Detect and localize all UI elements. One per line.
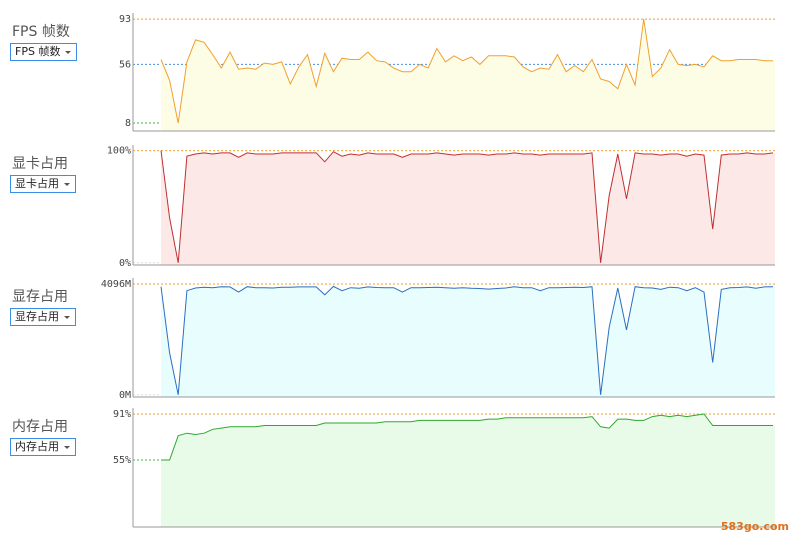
series-line xyxy=(160,150,774,263)
y-tick-label: 93 xyxy=(119,14,131,25)
y-tick-label: 91% xyxy=(113,409,131,420)
watermark: 583go.com xyxy=(720,520,789,533)
series-line xyxy=(160,19,773,124)
area-fill xyxy=(161,19,775,132)
y-tick-label: 56 xyxy=(119,59,131,70)
y-tick-label: 0M xyxy=(119,390,131,401)
area-fill xyxy=(161,150,775,265)
area-fill xyxy=(161,414,775,527)
panel-title: FPS 帧数 xyxy=(12,24,70,40)
panel-title: 内存占用 xyxy=(12,419,68,435)
y-tick-label: 4096M xyxy=(101,279,131,290)
series-line xyxy=(161,413,773,461)
y-tick-label: 0% xyxy=(119,258,131,269)
metric-dropdown[interactable]: 显卡占用 xyxy=(10,175,76,193)
panel-title: 显卡占用 xyxy=(12,156,68,172)
area-fill xyxy=(161,286,775,397)
y-tick-label: 8 xyxy=(125,118,131,129)
metric-dropdown[interactable]: 内存占用 xyxy=(10,438,76,456)
panel-title: 显存占用 xyxy=(12,289,68,305)
series-line xyxy=(160,285,774,395)
metric-dropdown[interactable]: 显存占用 xyxy=(10,308,76,326)
y-tick-label: 100% xyxy=(107,146,131,157)
y-tick-label: 55% xyxy=(113,455,131,466)
metric-dropdown[interactable]: FPS 帧数 xyxy=(10,43,78,61)
